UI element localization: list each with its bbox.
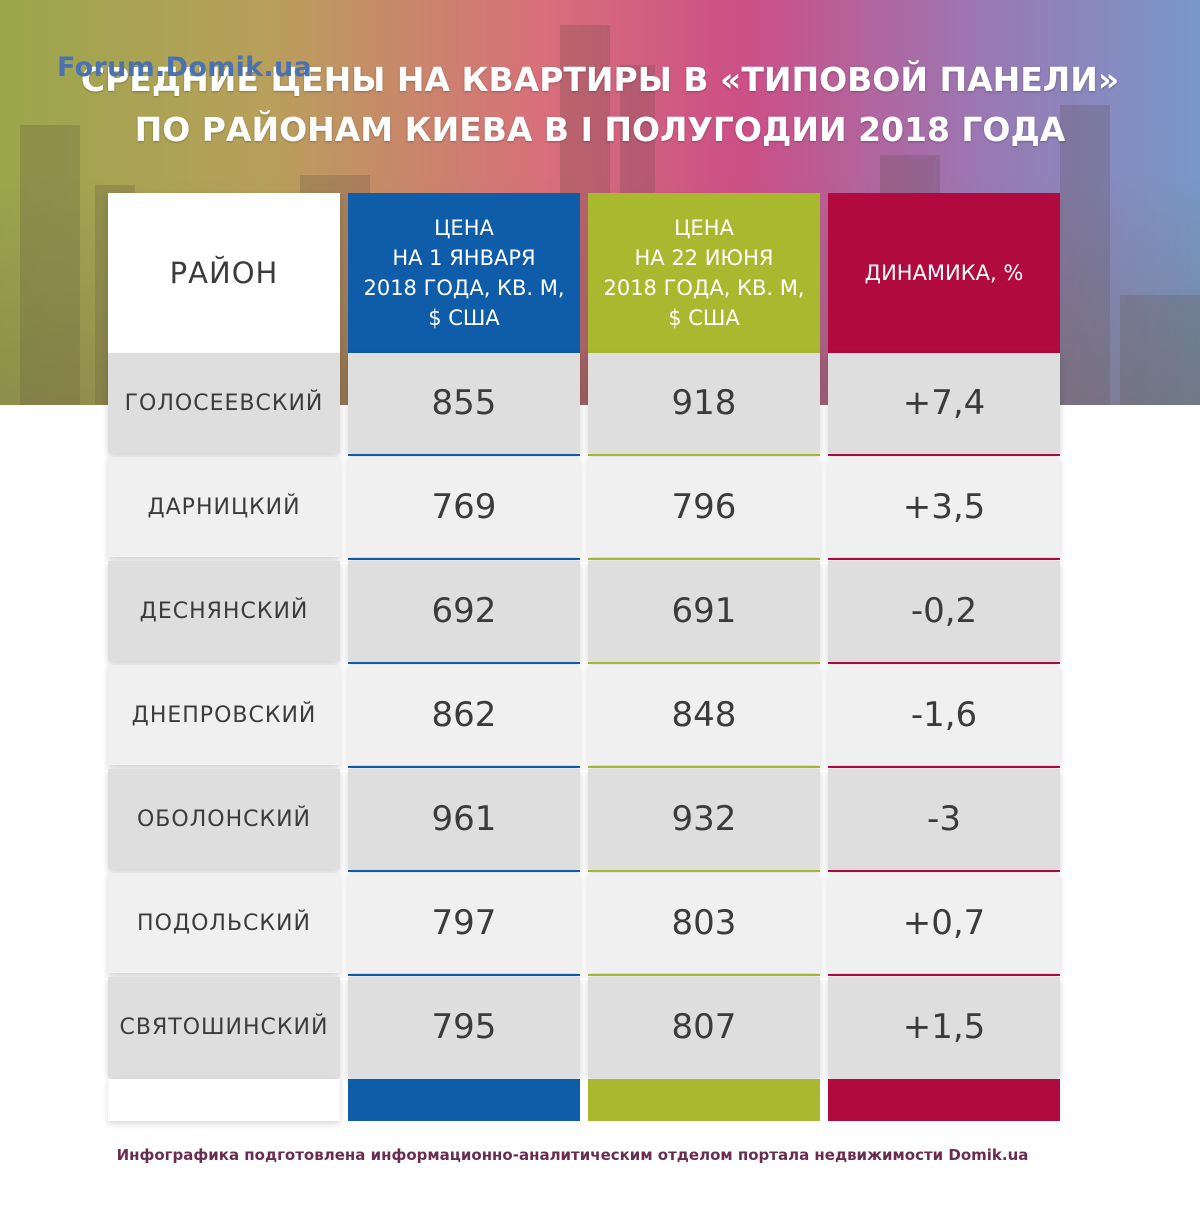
title-line-2: ПО РАЙОНАМ КИЕВА В I ПОЛУГОДИИ 2018 ГОДА — [134, 110, 1066, 149]
change-cell: -1,6 — [828, 665, 1060, 765]
price-jan-cell: 961 — [348, 769, 580, 869]
price-jun-cell: 796 — [588, 457, 820, 557]
district-cell: СВЯТОШИНСКИЙ — [108, 977, 340, 1077]
change-cell: -0,2 — [828, 561, 1060, 661]
price-jun-cell: 848 — [588, 665, 820, 765]
district-cell: ДЕСНЯНСКИЙ — [108, 561, 340, 661]
price-jan-cell: 769 — [348, 457, 580, 557]
price-jan-header-line-4: $ США — [428, 306, 500, 330]
price-jun-cell: 918 — [588, 353, 820, 453]
district-footer — [108, 1079, 340, 1121]
change-cell: +0,7 — [828, 873, 1060, 973]
price-jan-header: ЦЕНА НА 1 ЯНВАРЯ 2018 ГОДА, КВ. М, $ США — [348, 193, 580, 353]
change-cell-separator — [828, 870, 1060, 872]
price-jun-cell-separator — [588, 766, 820, 768]
price-jun-header-line-2: НА 22 ИЮНЯ — [634, 246, 774, 270]
watermark-logo: Forum.Domik.ua — [57, 52, 313, 83]
price-jun-cell: 803 — [588, 873, 820, 973]
change-cell-separator — [828, 558, 1060, 560]
price-jun-cell-separator — [588, 974, 820, 976]
price-jan-footer — [348, 1079, 580, 1121]
price-jun-header: ЦЕНА НА 22 ИЮНЯ 2018 ГОДА, КВ. М, $ США — [588, 193, 820, 353]
change-cell: -3 — [828, 769, 1060, 869]
price-jun-cell: 807 — [588, 977, 820, 1077]
price-jun-header-line-1: ЦЕНА — [674, 216, 734, 240]
district-cell: ПОДОЛЬСКИЙ — [108, 873, 340, 973]
page-title: СРЕДНИЕ ЦЕНЫ НА КВАРТИРЫ В «ТИПОВОЙ ПАНЕ… — [0, 55, 1200, 155]
price-jun-cell-separator — [588, 558, 820, 560]
price-jun-cell: 932 — [588, 769, 820, 869]
price-jun-cell-separator — [588, 870, 820, 872]
change-cell-separator — [828, 454, 1060, 456]
credit-line: Инфографика подготовлена информационно-а… — [116, 1146, 1029, 1164]
price-jan-cell-separator — [348, 662, 580, 664]
change-cell: +1,5 — [828, 977, 1060, 1077]
change-cell-separator — [828, 766, 1060, 768]
change-footer — [828, 1079, 1060, 1121]
price-jan-cell: 862 — [348, 665, 580, 765]
change-header-label: ДИНАМИКА, % — [864, 261, 1024, 285]
price-jan-cell: 855 — [348, 353, 580, 453]
price-jan-header-line-1: ЦЕНА — [434, 216, 494, 240]
change-cell: +3,5 — [828, 457, 1060, 557]
district-cell: ДАРНИЦКИЙ — [108, 457, 340, 557]
change-cell: +7,4 — [828, 353, 1060, 453]
price-jan-cell-separator — [348, 454, 580, 456]
price-jun-cell-separator — [588, 454, 820, 456]
district-header-label: РАЙОН — [169, 256, 279, 290]
price-jun-header-line-3: 2018 ГОДА, КВ. М, — [603, 276, 805, 300]
price-jun-cell-separator — [588, 662, 820, 664]
price-jan-cell: 795 — [348, 977, 580, 1077]
price-jan-cell-separator — [348, 558, 580, 560]
change-cell-separator — [828, 662, 1060, 664]
change-header: ДИНАМИКА, % — [828, 193, 1060, 353]
price-jan-header-line-3: 2018 ГОДА, КВ. М, — [363, 276, 565, 300]
price-jun-header-line-4: $ США — [668, 306, 740, 330]
district-header: РАЙОН — [108, 193, 340, 353]
price-jan-header-line-2: НА 1 ЯНВАРЯ — [392, 246, 536, 270]
price-jun-footer — [588, 1079, 820, 1121]
district-cell: ОБОЛОНСКИЙ — [108, 769, 340, 869]
price-jan-cell-separator — [348, 870, 580, 872]
price-jan-cell-separator — [348, 974, 580, 976]
title-line-1: СРЕДНИЕ ЦЕНЫ НА КВАРТИРЫ В «ТИПОВОЙ ПАНЕ… — [80, 60, 1120, 99]
district-cell: ДНЕПРОВСКИЙ — [108, 665, 340, 765]
price-jan-cell: 797 — [348, 873, 580, 973]
district-cell: ГОЛОСЕЕВСКИЙ — [108, 353, 340, 453]
change-cell-separator — [828, 974, 1060, 976]
price-jan-cell: 692 — [348, 561, 580, 661]
price-jan-cell-separator — [348, 766, 580, 768]
price-jun-cell: 691 — [588, 561, 820, 661]
